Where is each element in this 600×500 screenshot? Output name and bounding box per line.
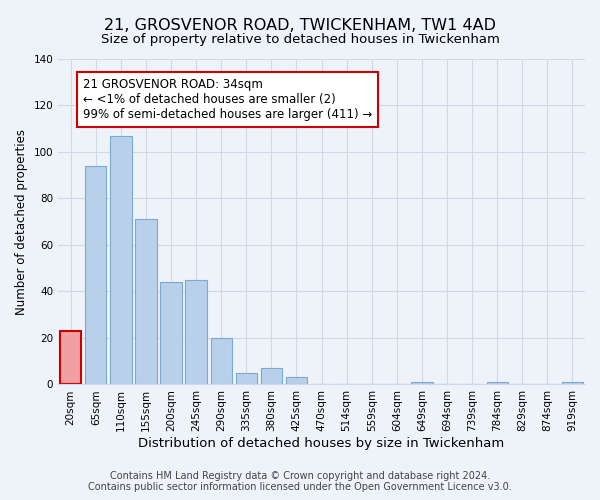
Bar (286, 378, 307, 384)
Y-axis label: Number of detached properties: Number of detached properties (15, 128, 28, 314)
Bar (85, 166, 106, 384)
Text: 21, GROSVENOR ROAD, TWICKENHAM, TW1 4AD: 21, GROSVENOR ROAD, TWICKENHAM, TW1 4AD (104, 18, 496, 32)
Text: Contains HM Land Registry data © Crown copyright and database right 2024.
Contai: Contains HM Land Registry data © Crown c… (88, 471, 512, 492)
Text: 21 GROSVENOR ROAD: 34sqm
← <1% of detached houses are smaller (2)
99% of semi-de: 21 GROSVENOR ROAD: 34sqm ← <1% of detach… (83, 78, 373, 120)
Bar (110, 136, 131, 384)
Bar (562, 382, 583, 384)
Bar (60, 331, 82, 384)
Bar (136, 220, 157, 384)
Bar (261, 368, 282, 384)
Bar (211, 338, 232, 384)
Text: Size of property relative to detached houses in Twickenham: Size of property relative to detached ho… (101, 32, 499, 46)
Bar (236, 373, 257, 384)
Bar (160, 282, 182, 384)
Bar (487, 382, 508, 384)
Bar (411, 382, 433, 384)
X-axis label: Distribution of detached houses by size in Twickenham: Distribution of detached houses by size … (139, 437, 505, 450)
Bar (185, 280, 207, 384)
